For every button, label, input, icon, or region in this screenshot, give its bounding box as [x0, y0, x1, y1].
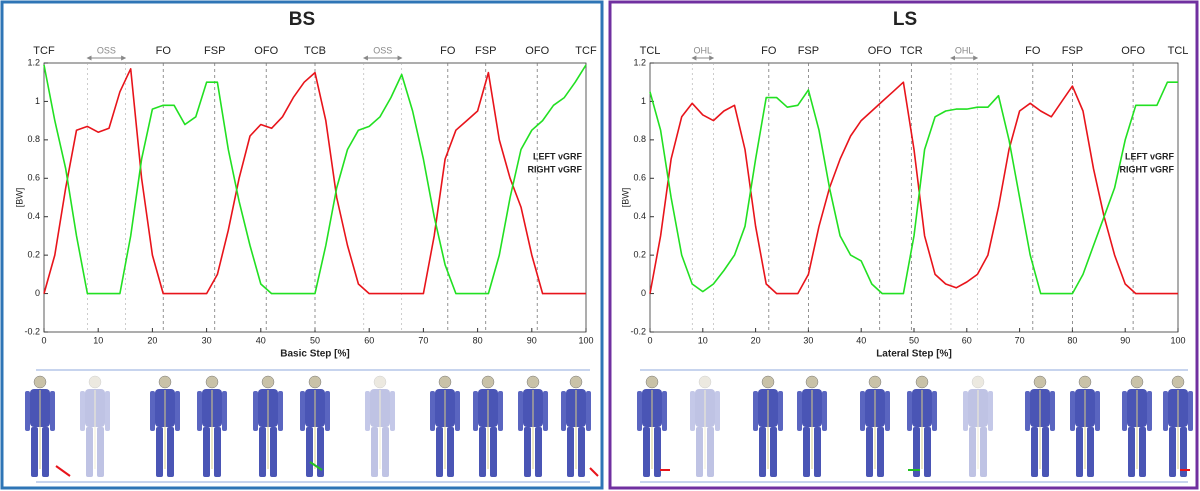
body-model: [637, 376, 667, 477]
x-axis-label: Lateral Step [%]: [876, 349, 952, 360]
body-model: [473, 376, 503, 477]
x-tick-label: 100: [1170, 335, 1185, 345]
event-label: FSP: [475, 45, 496, 57]
span-label: OSS: [97, 45, 116, 55]
plot-frame: [650, 63, 1178, 332]
x-tick-label: 0: [647, 335, 652, 345]
body-model: [150, 376, 180, 477]
body-model: [25, 376, 55, 477]
x-tick-label: 40: [256, 335, 266, 345]
event-label: OFO: [525, 45, 549, 57]
x-tick-label: 10: [698, 335, 708, 345]
x-tick-label: 0: [41, 335, 46, 345]
x-tick-label: 50: [310, 335, 320, 345]
y-tick-label: -0.2: [24, 326, 40, 336]
x-tick-label: 70: [418, 335, 428, 345]
event-label: FO: [761, 45, 777, 57]
body-model: [1070, 376, 1100, 477]
body-model: [197, 376, 227, 477]
legend-entry: RIGHT vGRF: [527, 164, 582, 174]
y-tick-label: 0.4: [27, 211, 40, 221]
x-tick-label: 90: [527, 335, 537, 345]
x-tick-label: 40: [856, 335, 866, 345]
direction-arrow: [590, 468, 598, 476]
y-tick-label: 0: [35, 288, 40, 298]
event-label: TCF: [575, 45, 597, 57]
y-axis-label: [BW]: [620, 188, 630, 208]
y-tick-label: 0.4: [633, 211, 646, 221]
x-tick-label: 80: [473, 335, 483, 345]
event-label: FSP: [1062, 45, 1083, 57]
event-label: TCR: [900, 45, 923, 57]
legend-entry: LEFT vGRF: [1125, 151, 1175, 161]
y-tick-label: 1: [35, 96, 40, 106]
body-model: [300, 376, 330, 477]
event-label: FSP: [204, 45, 225, 57]
y-tick-label: 0.6: [633, 173, 646, 183]
chart-title: BS: [289, 9, 315, 30]
body-model: [80, 376, 110, 477]
event-label: OFO: [1121, 45, 1145, 57]
x-tick-label: 60: [962, 335, 972, 345]
body-model: [1163, 376, 1193, 477]
x-tick-label: 90: [1120, 335, 1130, 345]
body-model: [690, 376, 720, 477]
body-model: [518, 376, 548, 477]
span-label: OHL: [955, 45, 974, 55]
x-tick-label: 20: [751, 335, 761, 345]
event-label: TCB: [304, 45, 326, 57]
direction-arrow: [56, 466, 70, 476]
x-tick-label: 30: [202, 335, 212, 345]
figure: BS-0.200.20.40.60.811.201020304050607080…: [0, 0, 1200, 491]
y-axis-label: [BW]: [14, 188, 24, 208]
body-model: [907, 376, 937, 477]
y-tick-label: 1: [641, 96, 646, 106]
y-tick-label: 0: [641, 288, 646, 298]
body-model: [365, 376, 395, 477]
legend-entry: LEFT vGRF: [533, 151, 583, 161]
chart-title: LS: [893, 9, 917, 30]
event-label: FO: [156, 45, 172, 57]
event-label: FO: [440, 45, 456, 57]
y-tick-label: 0.8: [27, 134, 40, 144]
body-model: [1025, 376, 1055, 477]
x-tick-label: 80: [1067, 335, 1077, 345]
x-axis-label: Basic Step [%]: [280, 349, 349, 360]
event-label: FSP: [798, 45, 819, 57]
x-tick-label: 70: [1015, 335, 1025, 345]
x-tick-label: 50: [909, 335, 919, 345]
x-tick-label: 10: [93, 335, 103, 345]
event-label: TCF: [33, 45, 55, 57]
x-tick-label: 60: [364, 335, 374, 345]
x-tick-label: 20: [147, 335, 157, 345]
y-tick-label: -0.2: [630, 326, 646, 336]
event-label: OFO: [254, 45, 278, 57]
y-tick-label: 0.6: [27, 173, 40, 183]
span-label: OSS: [373, 45, 392, 55]
y-tick-label: 1.2: [633, 57, 646, 67]
event-label: TCL: [640, 45, 661, 57]
x-tick-label: 100: [578, 335, 593, 345]
span-label: OHL: [694, 45, 713, 55]
body-model: [253, 376, 283, 477]
body-model: [860, 376, 890, 477]
y-tick-label: 0.8: [633, 134, 646, 144]
y-tick-label: 1.2: [27, 57, 40, 67]
series-line: [650, 82, 1178, 293]
body-model: [963, 376, 993, 477]
event-label: FO: [1025, 45, 1041, 57]
event-label: OFO: [868, 45, 892, 57]
body-model: [797, 376, 827, 477]
body-model: [1122, 376, 1152, 477]
y-tick-label: 0.2: [27, 250, 40, 260]
y-tick-label: 0.2: [633, 250, 646, 260]
legend-entry: RIGHT vGRF: [1119, 164, 1174, 174]
event-label: TCL: [1168, 45, 1189, 57]
body-model: [430, 376, 460, 477]
x-tick-label: 30: [803, 335, 813, 345]
body-model: [561, 376, 591, 477]
body-model: [753, 376, 783, 477]
